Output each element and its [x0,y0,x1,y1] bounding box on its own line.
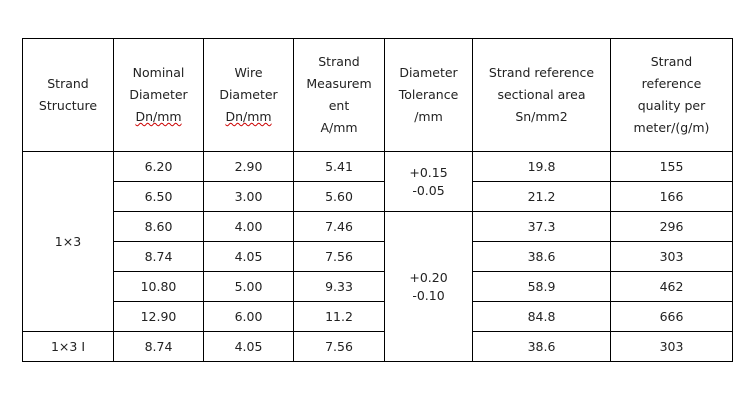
cell: 4.05 [203,241,294,272]
strand-spec-table: Strand Structure Nominal Diameter Dn/mm Wir… [22,38,733,362]
header-quality-per-meter: Strand reference quality per meter/(g/m) [610,38,733,152]
header-row: Strand Structure Nominal Diameter Dn/mm Wir… [22,38,733,152]
cell: 666 [610,301,733,332]
table-row: 10.80 5.00 9.33 58.9 462 [23,271,733,302]
cell: 6.20 [113,151,204,182]
table-row: 12.90 6.00 11.2 84.8 666 [23,301,733,332]
table-row: 8.74 4.05 7.56 38.6 303 [23,241,733,272]
cell: 3.00 [203,181,294,212]
cell: 9.33 [293,271,385,302]
cell: 166 [610,181,733,212]
cell: 2.90 [203,151,294,182]
cell: 155 [610,151,733,182]
cell: 19.8 [472,151,611,182]
cell: 38.6 [472,331,611,362]
cell: 12.90 [113,301,204,332]
cell: 8.60 [113,211,204,242]
cell: 38.6 [472,241,611,272]
cell: 303 [610,241,733,272]
cell: 7.56 [293,331,385,362]
header-strand-structure: Strand Structure [22,38,114,152]
cell: 6.50 [113,181,204,212]
table-row: 1×3 I 8.74 4.05 7.56 38.6 303 [22,331,733,362]
tolerance-cell: +0.20 -0.10 [384,211,473,362]
header-wire-diameter: Wire Diameter Dn/mm [203,38,294,152]
header-nominal-diameter: Nominal Diameter Dn/mm [113,38,204,152]
structure-cell: 1×3 [22,151,114,332]
cell: 58.9 [472,271,611,302]
cell: 5.00 [203,271,294,302]
cell: 7.46 [293,211,385,242]
cell: 21.2 [472,181,611,212]
table-row: 1×3 6.20 2.90 5.41 +0.15 -0.05 19.8 155 [22,151,733,332]
cell: 7.56 [293,241,385,272]
cell: 84.8 [472,301,611,332]
header-sectional-area: Strand reference sectional area Sn/mm2 [472,38,611,152]
cell: 462 [610,271,733,302]
cell: 5.41 [293,151,385,182]
cell: 5.60 [293,181,385,212]
cell: 8.74 [113,241,204,272]
cell: 10.80 [113,271,204,302]
cell: 4.00 [203,211,294,242]
table-row: 8.60 4.00 7.46 +0.20 -0.10 37.3 296 [23,211,733,362]
table-row: 6.50 3.00 5.60 21.2 166 [23,181,733,212]
structure-cell: 1×3 I [22,331,114,362]
cell: 6.00 [203,301,294,332]
cell: 37.3 [472,211,611,242]
cell: 4.05 [203,331,294,362]
cell: 11.2 [293,301,385,332]
cell: 296 [610,211,733,242]
tolerance-cell: +0.15 -0.05 [384,151,473,212]
header-strand-measurement: Strand Measurem ent A/mm [293,38,385,152]
header-diameter-tolerance: Diameter Tolerance/mm [384,38,473,152]
cell: 303 [610,331,733,362]
cell: 8.74 [113,331,204,362]
